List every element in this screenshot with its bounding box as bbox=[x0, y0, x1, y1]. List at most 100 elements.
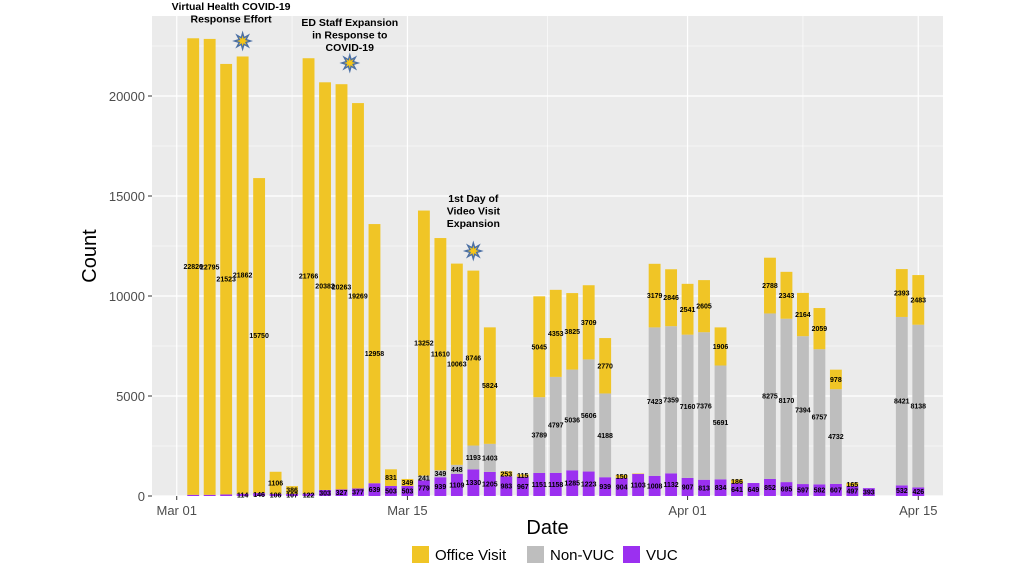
data-label-office: 20263 bbox=[332, 284, 352, 291]
bar-vuc bbox=[516, 476, 529, 496]
data-label-vuc: 607 bbox=[830, 487, 842, 494]
data-label-nonvuc: 3789 bbox=[531, 433, 547, 440]
data-label-vuc: 114 bbox=[237, 492, 248, 499]
bar-office bbox=[632, 473, 645, 475]
bar-office bbox=[500, 471, 513, 477]
data-label-vuc: 1205 bbox=[482, 481, 498, 488]
bar-stack bbox=[500, 471, 513, 496]
legend-label: VUC bbox=[646, 547, 678, 564]
data-label-vuc: 107 bbox=[286, 492, 298, 499]
bar-vuc bbox=[862, 488, 875, 496]
bar-office bbox=[352, 103, 364, 489]
bar-vuc bbox=[566, 470, 579, 496]
bar-vuc bbox=[187, 494, 200, 496]
data-label-nonvuc: 241 bbox=[418, 476, 430, 483]
data-label-office: 831 bbox=[385, 475, 397, 482]
bar-stack bbox=[450, 263, 463, 496]
bar-stack bbox=[335, 84, 348, 496]
bar-office bbox=[335, 84, 348, 490]
bar-stack bbox=[648, 263, 661, 496]
data-label-vuc: 1330 bbox=[466, 480, 482, 487]
bar-vuc bbox=[714, 479, 727, 496]
data-label-vuc: 641 bbox=[731, 487, 743, 494]
bar-stack bbox=[401, 478, 414, 496]
bar-vuc bbox=[599, 477, 612, 496]
data-label-office: 2059 bbox=[812, 326, 828, 333]
annotation-text: COVID-19 bbox=[326, 42, 375, 54]
legend-swatch bbox=[412, 546, 429, 563]
data-label-office: 165 bbox=[847, 482, 859, 489]
data-label-office: 115 bbox=[517, 473, 528, 480]
data-label-vuc: 497 bbox=[847, 489, 859, 496]
data-label-office: 3825 bbox=[564, 329, 580, 336]
legend-item-office: Office Visit bbox=[412, 546, 507, 564]
data-label-vuc: 813 bbox=[698, 485, 710, 492]
bar-office bbox=[566, 293, 579, 370]
data-label-office: 12958 bbox=[365, 351, 385, 358]
data-label-office: 2846 bbox=[663, 295, 679, 302]
y-tick-label: 10000 bbox=[109, 289, 145, 304]
bar-stack bbox=[467, 270, 480, 496]
y-tick-label: 20000 bbox=[109, 89, 145, 104]
bar-vuc bbox=[582, 471, 595, 496]
data-label-nonvuc: 7394 bbox=[795, 408, 811, 415]
bar-office bbox=[450, 263, 463, 465]
data-label-office: 349 bbox=[402, 480, 414, 487]
annotation-text: 1st Day of bbox=[448, 193, 499, 205]
bar-nonvuc bbox=[796, 336, 809, 485]
annotation-text: Response Effort bbox=[191, 14, 273, 26]
bar-office bbox=[648, 263, 661, 328]
data-label-office: 150 bbox=[616, 474, 628, 481]
bar-stack bbox=[368, 224, 381, 496]
data-label-vuc: 426 bbox=[912, 489, 924, 496]
data-label-office: 186 bbox=[731, 479, 743, 486]
data-label-vuc: 532 bbox=[896, 488, 908, 495]
bar-vuc bbox=[385, 485, 397, 496]
data-label-nonvuc: 4732 bbox=[828, 434, 844, 441]
bar-office bbox=[829, 369, 842, 390]
bar-vuc bbox=[533, 472, 546, 496]
bar-nonvuc bbox=[829, 389, 842, 484]
bar-nonvuc bbox=[483, 443, 496, 472]
x-tick-label: Mar 01 bbox=[156, 503, 196, 518]
legend-label: Office Visit bbox=[435, 547, 507, 564]
bar-stack bbox=[549, 289, 562, 496]
data-label-nonvuc: 8170 bbox=[779, 398, 795, 405]
data-label-vuc: 503 bbox=[402, 488, 414, 495]
data-label-vuc: 377 bbox=[352, 490, 364, 497]
bar-nonvuc bbox=[780, 318, 793, 483]
data-label-vuc: 597 bbox=[797, 488, 809, 495]
data-label-nonvuc: 448 bbox=[451, 467, 463, 474]
bar-vuc bbox=[632, 473, 645, 496]
bar-office bbox=[698, 280, 710, 333]
bar-office bbox=[483, 327, 496, 444]
bar-stack bbox=[731, 479, 743, 496]
bar-nonvuc bbox=[912, 324, 925, 488]
data-label-office: 2605 bbox=[696, 304, 712, 311]
data-label-vuc: 303 bbox=[319, 490, 331, 497]
data-label-nonvuc: 349 bbox=[435, 471, 447, 478]
data-label-office: 3179 bbox=[647, 293, 663, 300]
bar-stack bbox=[385, 469, 397, 496]
data-label-nonvuc: 4797 bbox=[548, 422, 564, 429]
data-label-vuc: 122 bbox=[303, 492, 315, 499]
segment-labels: 2282622795215231142186214615750106110610… bbox=[183, 264, 926, 499]
bar-nonvuc bbox=[599, 393, 612, 478]
bar-stack bbox=[533, 296, 546, 496]
bar-vuc bbox=[549, 472, 562, 496]
bar-stack bbox=[632, 473, 645, 496]
bar-stack bbox=[764, 257, 776, 496]
bar-nonvuc bbox=[566, 369, 579, 471]
bar-nonvuc bbox=[665, 326, 678, 474]
bar-vuc bbox=[319, 489, 331, 496]
bar-vuc bbox=[796, 484, 809, 496]
data-label-office: 2343 bbox=[779, 293, 795, 300]
bar-office bbox=[681, 283, 694, 335]
data-label-office: 253 bbox=[500, 471, 512, 478]
x-axis-title: Date bbox=[526, 517, 568, 539]
data-label-office: 5045 bbox=[531, 344, 547, 351]
bar-stack bbox=[895, 269, 908, 496]
data-label-nonvuc: 5036 bbox=[564, 417, 580, 424]
data-label-vuc: 327 bbox=[336, 490, 348, 497]
